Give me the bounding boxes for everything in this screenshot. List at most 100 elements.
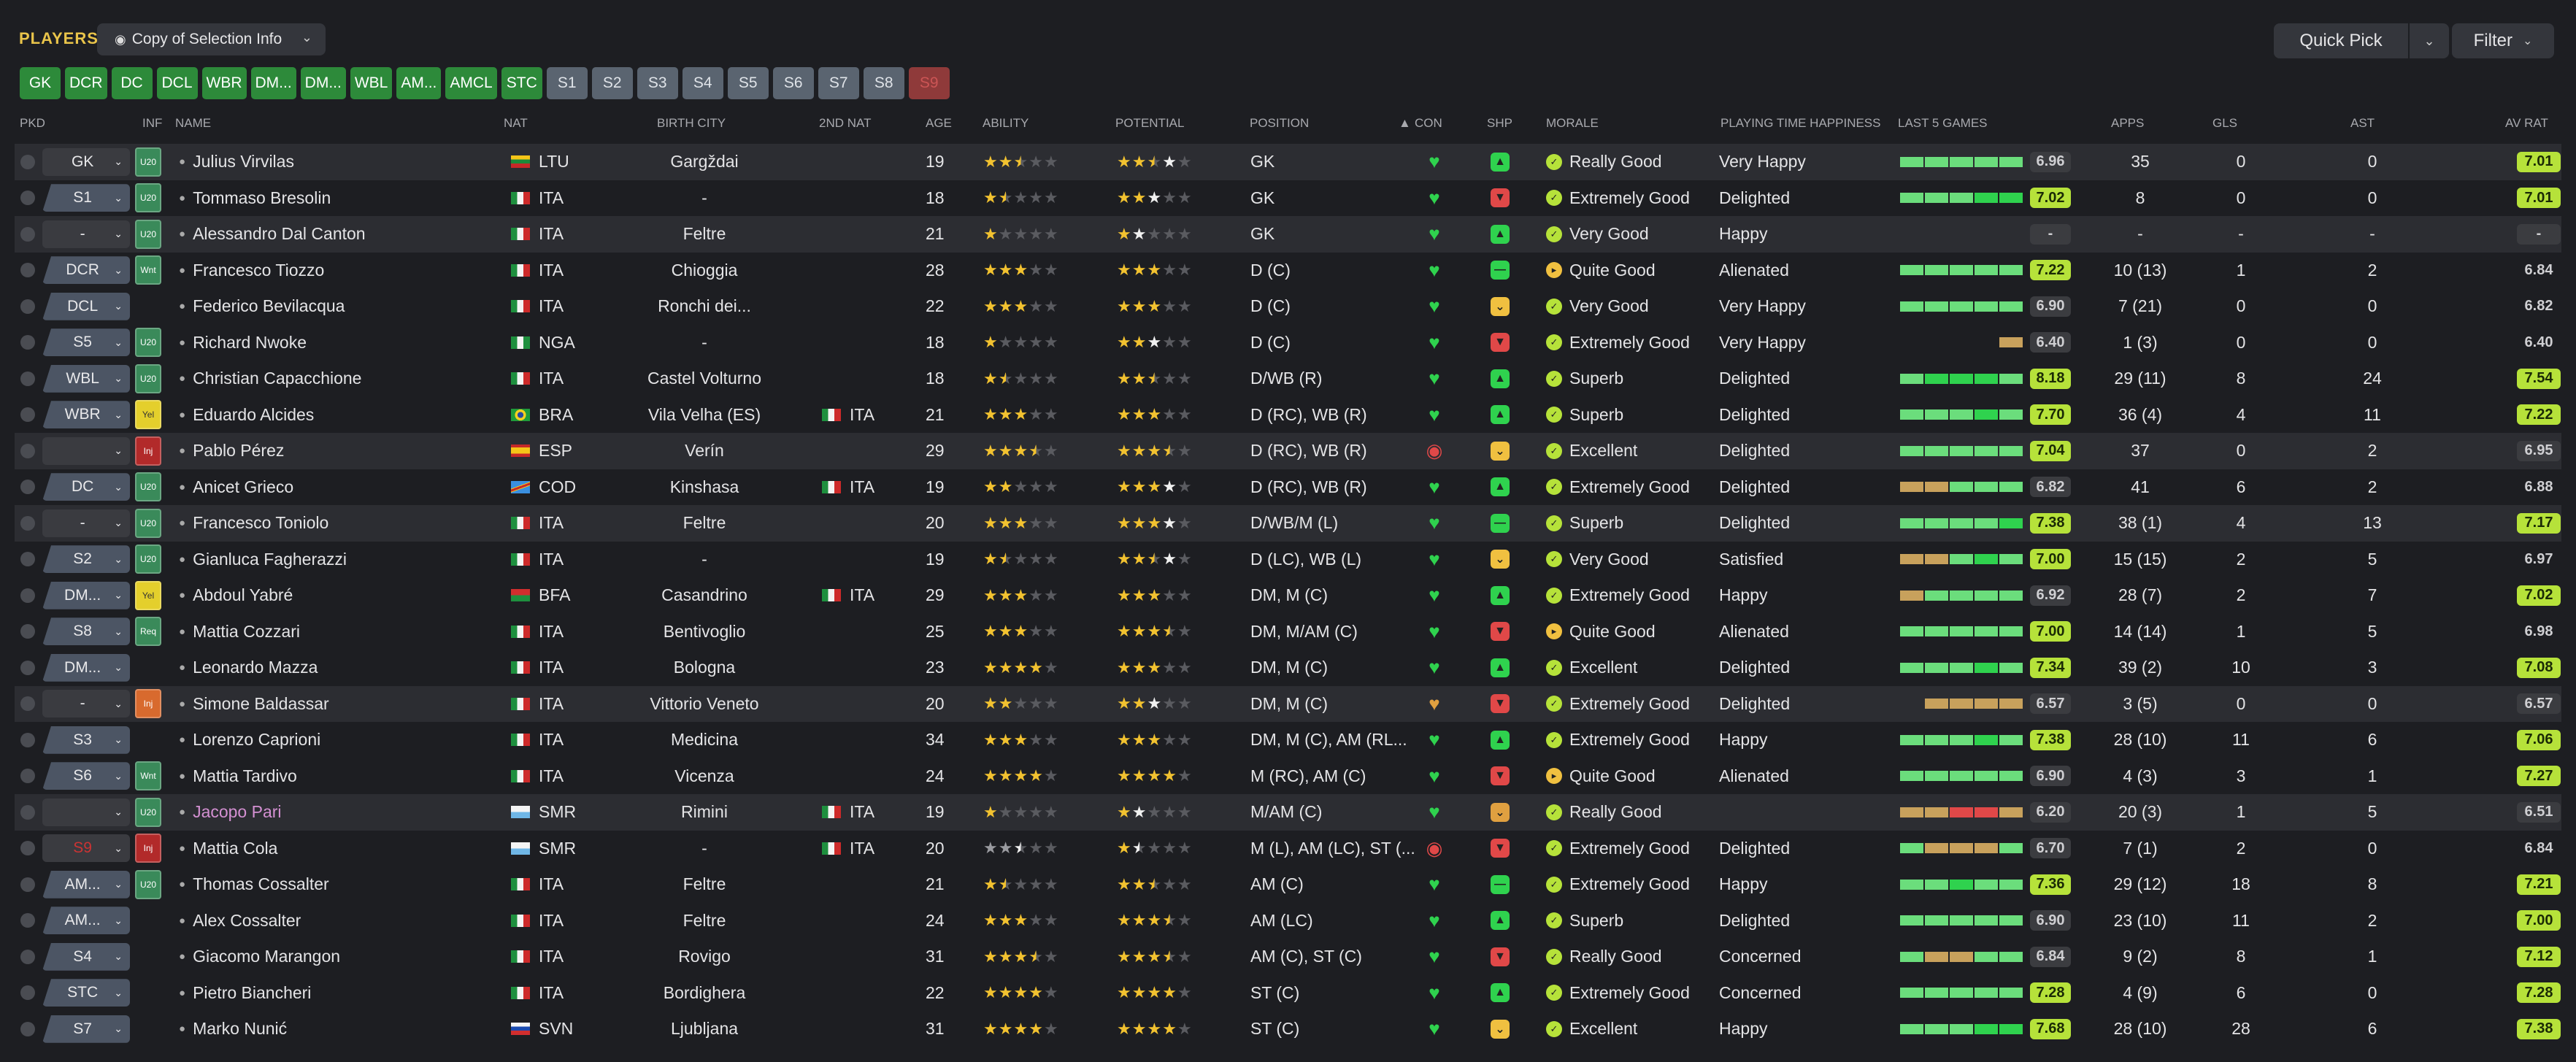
- col-nat[interactable]: NAT: [504, 116, 528, 130]
- player-name-cell[interactable]: ● Simone Baldassar: [179, 686, 485, 723]
- picked-position-dropdown[interactable]: DCL ⌄: [42, 292, 130, 320]
- picked-position-dropdown[interactable]: DCR ⌄: [42, 256, 130, 285]
- table-row[interactable]: S8 ⌄ Req ● Mattia Cozzari ITA Bentivoglio 25 ★ ★ ★…: [15, 614, 2561, 650]
- select-checkbox[interactable]: [20, 325, 36, 361]
- player-name[interactable]: Thomas Cossalter: [193, 874, 329, 894]
- picked-position-dropdown[interactable]: AM... ⌄: [42, 907, 130, 935]
- player-name-cell[interactable]: ● Federico Bevilacqua: [179, 288, 485, 325]
- player-name-cell[interactable]: ● Mattia Cozzari: [179, 614, 485, 650]
- picked-position-dropdown[interactable]: DM... ⌄: [42, 581, 130, 609]
- picked-position-dropdown[interactable]: S1 ⌄: [42, 184, 130, 212]
- player-name[interactable]: Marko Nunić: [193, 1019, 288, 1039]
- player-name[interactable]: Alessandro Dal Canton: [193, 224, 366, 244]
- position-filter-chip[interactable]: STC: [501, 67, 542, 99]
- col-birth-city[interactable]: BIRTH CITY: [657, 116, 726, 130]
- player-name-cell[interactable]: ● Alessandro Dal Canton: [179, 216, 485, 253]
- player-name-cell[interactable]: ● Gianluca Fagherazzi: [179, 542, 485, 578]
- player-name-cell[interactable]: ● Jacopo Pari: [179, 794, 485, 831]
- select-checkbox[interactable]: [20, 939, 36, 975]
- position-filter-chip[interactable]: S6: [772, 67, 814, 99]
- player-name[interactable]: Federico Bevilacqua: [193, 296, 345, 316]
- player-name[interactable]: Julius Virvilas: [193, 152, 294, 172]
- picked-position-dropdown[interactable]: S4 ⌄: [42, 942, 130, 971]
- col-ability[interactable]: ABILITY: [983, 116, 1029, 130]
- filter-button[interactable]: Filter ⌄: [2452, 23, 2554, 58]
- select-checkbox[interactable]: [20, 975, 36, 1012]
- player-name[interactable]: Tommaso Bresolin: [193, 188, 331, 207]
- picked-position-dropdown[interactable]: WBL ⌄: [42, 364, 130, 393]
- position-filter-chip[interactable]: S2: [591, 67, 633, 99]
- player-name-cell[interactable]: ● Pietro Biancheri: [179, 975, 485, 1012]
- picked-position-dropdown[interactable]: S8 ⌄: [42, 617, 130, 646]
- select-checkbox[interactable]: [20, 866, 36, 903]
- position-filter-chip[interactable]: DCR: [65, 67, 107, 99]
- picked-position-dropdown[interactable]: S6 ⌄: [42, 762, 130, 790]
- player-name-cell[interactable]: ● Mattia Tardivo: [179, 758, 485, 795]
- player-name-cell[interactable]: ● Mattia Cola: [179, 831, 485, 867]
- position-filter-chip[interactable]: S8: [863, 67, 904, 99]
- select-checkbox[interactable]: [20, 650, 36, 686]
- player-name[interactable]: Pablo Pérez: [193, 441, 285, 461]
- picked-position-dropdown[interactable]: DM... ⌄: [42, 653, 130, 682]
- position-filter-chip[interactable]: S5: [727, 67, 769, 99]
- position-filter-chip[interactable]: GK: [20, 67, 61, 99]
- select-checkbox[interactable]: [20, 1011, 36, 1047]
- col-gls[interactable]: GLS: [2212, 116, 2238, 130]
- player-name[interactable]: Francesco Tiozzo: [193, 260, 325, 280]
- table-row[interactable]: S3 ⌄ ● Lorenzo Caprioni ITA Medicina 34 ★ ★ ★ ★ ★ ★ ★…: [15, 722, 2561, 758]
- picked-position-dropdown[interactable]: - ⌄: [42, 509, 130, 537]
- player-name-cell[interactable]: ● Leonardo Mazza: [179, 650, 485, 686]
- col-av-rat[interactable]: AV RAT: [2505, 116, 2548, 130]
- picked-position-dropdown[interactable]: WBR ⌄: [42, 401, 130, 429]
- select-checkbox[interactable]: [20, 505, 36, 542]
- table-row[interactable]: DCL ⌄ ● Federico Bevilacqua ITA Ronchi dei...…: [15, 288, 2561, 325]
- table-row[interactable]: STC ⌄ ● Pietro Biancheri ITA Bordighera 22 ★ ★ ★ ★…: [15, 975, 2561, 1012]
- player-name[interactable]: Christian Capacchione: [193, 369, 362, 388]
- position-filter-chip[interactable]: WBL: [350, 67, 393, 99]
- select-checkbox[interactable]: [20, 794, 36, 831]
- table-row[interactable]: DCR ⌄ Wnt ● Francesco Tiozzo ITA Chioggia 28 ★ ★ ★…: [15, 253, 2561, 289]
- col-morale[interactable]: MORALE: [1546, 116, 1599, 130]
- col-inf[interactable]: INF: [142, 116, 163, 130]
- select-checkbox[interactable]: [20, 614, 36, 650]
- table-row[interactable]: S2 ⌄ U20 ● Gianluca Fagherazzi ITA - 19 ★ ★ ★ ★ ★ ★ ★ ★…: [15, 542, 2561, 578]
- col-age[interactable]: AGE: [926, 116, 952, 130]
- picked-position-dropdown[interactable]: S9 ⌄: [42, 834, 130, 863]
- picked-position-dropdown[interactable]: DC ⌄: [42, 473, 130, 501]
- player-name[interactable]: Richard Nwoke: [193, 332, 307, 352]
- player-name[interactable]: Francesco Toniolo: [193, 513, 329, 533]
- select-checkbox[interactable]: [20, 216, 36, 253]
- table-row[interactable]: - ⌄ U20 ● Alessandro Dal Canton ITA Feltre 21 ★ ★…: [15, 216, 2561, 253]
- player-name[interactable]: Eduardo Alcides: [193, 404, 315, 424]
- position-filter-chip[interactable]: DC: [111, 67, 153, 99]
- picked-position-dropdown[interactable]: ⌄: [42, 436, 130, 465]
- picked-position-dropdown[interactable]: S7 ⌄: [42, 1015, 130, 1043]
- picked-position-dropdown[interactable]: STC ⌄: [42, 979, 130, 1007]
- picked-position-dropdown[interactable]: AM... ⌄: [42, 870, 130, 899]
- player-name[interactable]: Mattia Cola: [193, 838, 278, 858]
- table-row[interactable]: DM... ⌄ Yel ● Abdoul Yabré BFA Casandrino ITA 29…: [15, 577, 2561, 614]
- table-row[interactable]: ⌄ Inj ● Pablo Pérez ESP Verín 29 ★ ★ ★ ★ ★ ★ ★ ★ ★ ★ D (R…: [15, 433, 2561, 469]
- player-name[interactable]: Mattia Cozzari: [193, 621, 301, 641]
- select-checkbox[interactable]: [20, 686, 36, 723]
- picked-position-dropdown[interactable]: - ⌄: [42, 220, 130, 248]
- col-2nd-nat[interactable]: 2ND NAT: [819, 116, 872, 130]
- table-row[interactable]: S1 ⌄ U20 ● Tommaso Bresolin ITA - 18 ★ ★ ★ ★ ★ ★ ★ ★ ★ ★ G…: [15, 180, 2561, 217]
- col-playing-time-happiness[interactable]: PLAYING TIME HAPPINESS: [1720, 116, 1881, 130]
- player-name[interactable]: Mattia Tardivo: [193, 766, 297, 785]
- table-row[interactable]: - ⌄ U20 ● Francesco Toniolo ITA Feltre 20 ★ ★ ★ ★ ★ ★…: [15, 505, 2561, 542]
- player-name[interactable]: Abdoul Yabré: [193, 585, 293, 605]
- position-filter-chip[interactable]: S3: [637, 67, 678, 99]
- select-checkbox[interactable]: [20, 397, 36, 434]
- position-filter-chip[interactable]: AMCL: [445, 67, 497, 99]
- col-apps[interactable]: APPS: [2111, 116, 2145, 130]
- player-name[interactable]: Gianluca Fagherazzi: [193, 549, 347, 569]
- col-pkd[interactable]: PKD: [20, 116, 45, 130]
- position-filter-chip[interactable]: S4: [682, 67, 723, 99]
- picked-position-dropdown[interactable]: S3 ⌄: [42, 726, 130, 754]
- table-row[interactable]: S4 ⌄ ● Giacomo Marangon ITA Rovigo 31 ★ ★ ★ ★ ★ ★ ★ ★ ★…: [15, 939, 2561, 975]
- player-name-cell[interactable]: ● Lorenzo Caprioni: [179, 722, 485, 758]
- table-row[interactable]: S5 ⌄ U20 ● Richard Nwoke NGA - 18 ★ ★ ★ ★ ★ ★ ★ ★ ★ ★ D (C…: [15, 325, 2561, 361]
- select-checkbox[interactable]: [20, 144, 36, 180]
- player-name[interactable]: Lorenzo Caprioni: [193, 730, 321, 750]
